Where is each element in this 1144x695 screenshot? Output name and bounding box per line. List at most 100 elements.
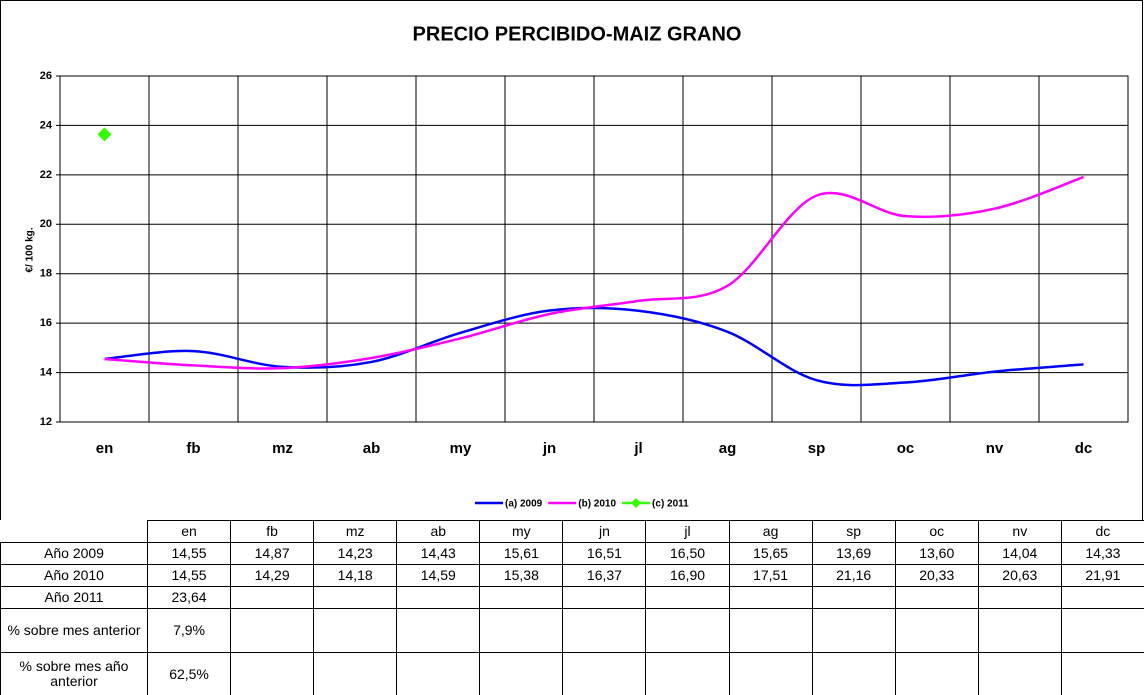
value-cell: 14,18 bbox=[313, 564, 398, 587]
data-table: en fb mz ab my jn jl ag sp oc nv dc Año 2009 14,55 14,… bbox=[0, 520, 1144, 695]
value-cell: 13,60 bbox=[894, 542, 979, 565]
value-cell bbox=[562, 608, 647, 653]
value-cell bbox=[977, 586, 1062, 609]
value-cell bbox=[479, 608, 564, 653]
series-line bbox=[104, 175, 1084, 370]
value-cell bbox=[479, 586, 564, 609]
header-cell: sp bbox=[811, 520, 896, 543]
value-cell bbox=[396, 608, 481, 653]
value-cell: 20,63 bbox=[977, 564, 1062, 587]
value-cell: 15,65 bbox=[728, 542, 813, 565]
value-cell bbox=[645, 586, 730, 609]
legend-label: (b) 2010 bbox=[578, 499, 616, 510]
value-cell: 21,91 bbox=[1060, 564, 1144, 587]
y-tick-label: 12 bbox=[40, 416, 52, 428]
x-tick-label: en bbox=[96, 440, 114, 457]
value-cell bbox=[562, 586, 647, 609]
y-tick-label: 26 bbox=[40, 70, 52, 82]
value-cell: 14,55 bbox=[146, 564, 232, 587]
value-cell: 13,69 bbox=[811, 542, 896, 565]
row-label: Año 2010 bbox=[0, 564, 148, 587]
header-cell: my bbox=[479, 520, 564, 543]
value-cell bbox=[728, 608, 813, 653]
value-cell: 14,29 bbox=[230, 564, 315, 587]
value-cell bbox=[977, 608, 1062, 653]
data-row: Año 2011 23,64 bbox=[0, 586, 1144, 609]
y-tick-label: 20 bbox=[40, 218, 52, 230]
value-cell: 17,51 bbox=[728, 564, 813, 587]
chart: PRECIO PERCIBIDO-MAIZ GRANO €/ 100 kg. 1… bbox=[0, 0, 1143, 520]
value-cell bbox=[1060, 586, 1144, 609]
y-tick-label: 22 bbox=[40, 169, 52, 181]
data-row: % sobre mes año anterior 62,5% bbox=[0, 652, 1144, 695]
value-cell bbox=[645, 652, 730, 695]
x-tick-label: ag bbox=[719, 440, 737, 457]
value-cell: 16,51 bbox=[562, 542, 647, 565]
value-cell bbox=[313, 586, 398, 609]
value-cell bbox=[811, 586, 896, 609]
header-cell: en bbox=[146, 520, 232, 543]
value-cell bbox=[894, 652, 979, 695]
header-cell: mz bbox=[313, 520, 398, 543]
header-cell: ab bbox=[396, 520, 481, 543]
legend-label: (a) 2009 bbox=[505, 499, 543, 510]
x-tick-label: dc bbox=[1075, 440, 1093, 457]
value-cell: 14,33 bbox=[1060, 542, 1144, 565]
value-cell: 14,87 bbox=[230, 542, 315, 565]
value-cell bbox=[1060, 608, 1144, 653]
value-cell: 16,90 bbox=[645, 564, 730, 587]
x-tick-label: sp bbox=[808, 440, 826, 457]
x-tick-label: jn bbox=[542, 440, 556, 457]
series-line bbox=[104, 306, 1084, 387]
value-cell: 14,59 bbox=[396, 564, 481, 587]
value-cell bbox=[811, 652, 896, 695]
value-cell: 14,23 bbox=[313, 542, 398, 565]
value-cell: 14,55 bbox=[146, 542, 232, 565]
value-cell bbox=[811, 608, 896, 653]
header-cell: jl bbox=[645, 520, 730, 543]
header-cell: jn bbox=[562, 520, 647, 543]
chart-title: PRECIO PERCIBIDO-MAIZ GRANO bbox=[413, 23, 742, 45]
header-row: en fb mz ab my jn jl ag sp oc nv dc bbox=[1, 520, 1144, 543]
value-cell bbox=[313, 608, 398, 653]
value-cell bbox=[396, 586, 481, 609]
value-cell bbox=[894, 608, 979, 653]
value-cell: 15,38 bbox=[479, 564, 564, 587]
y-tick-label: 18 bbox=[40, 268, 52, 280]
frame bbox=[0, 0, 1143, 520]
value-cell bbox=[230, 586, 315, 609]
value-cell bbox=[479, 652, 564, 695]
value-cell bbox=[977, 652, 1062, 695]
value-cell: 20,33 bbox=[894, 564, 979, 587]
value-cell bbox=[230, 652, 315, 695]
y-tick-label: 16 bbox=[40, 317, 52, 329]
value-cell bbox=[645, 608, 730, 653]
x-tick-label: my bbox=[450, 440, 472, 457]
value-cell: 16,37 bbox=[562, 564, 647, 587]
value-cell bbox=[313, 652, 398, 695]
header-cell: nv bbox=[977, 520, 1062, 543]
value-cell: 14,04 bbox=[977, 542, 1062, 565]
value-cell: 14,43 bbox=[396, 542, 481, 565]
corner bbox=[1, 521, 148, 543]
value-cell: 7,9% bbox=[146, 608, 232, 653]
data-row: Año 2009 14,55 14,87 14,23 14,43 15,61 16,51 16… bbox=[0, 542, 1144, 565]
y-axis-label: €/ 100 kg. bbox=[25, 227, 36, 272]
header-cell: ag bbox=[728, 520, 813, 543]
y-tick-label: 14 bbox=[40, 366, 53, 378]
row-label: % sobre mes anterior bbox=[0, 608, 148, 653]
x-tick-label: oc bbox=[897, 440, 915, 457]
row-label: Año 2011 bbox=[0, 586, 148, 609]
value-cell bbox=[728, 652, 813, 695]
value-cell bbox=[1060, 652, 1144, 695]
value-cell: 23,64 bbox=[146, 586, 232, 609]
x-tick-label: ab bbox=[363, 440, 381, 457]
row-label: % sobre mes año anterior bbox=[0, 652, 148, 695]
value-cell: 16,50 bbox=[645, 542, 730, 565]
header-cell: oc bbox=[894, 520, 979, 543]
value-cell bbox=[894, 586, 979, 609]
value-cell bbox=[396, 652, 481, 695]
value-cell bbox=[728, 586, 813, 609]
data-row: Año 2010 14,55 14,29 14,18 14,59 15,38 16,37 16… bbox=[0, 564, 1144, 587]
